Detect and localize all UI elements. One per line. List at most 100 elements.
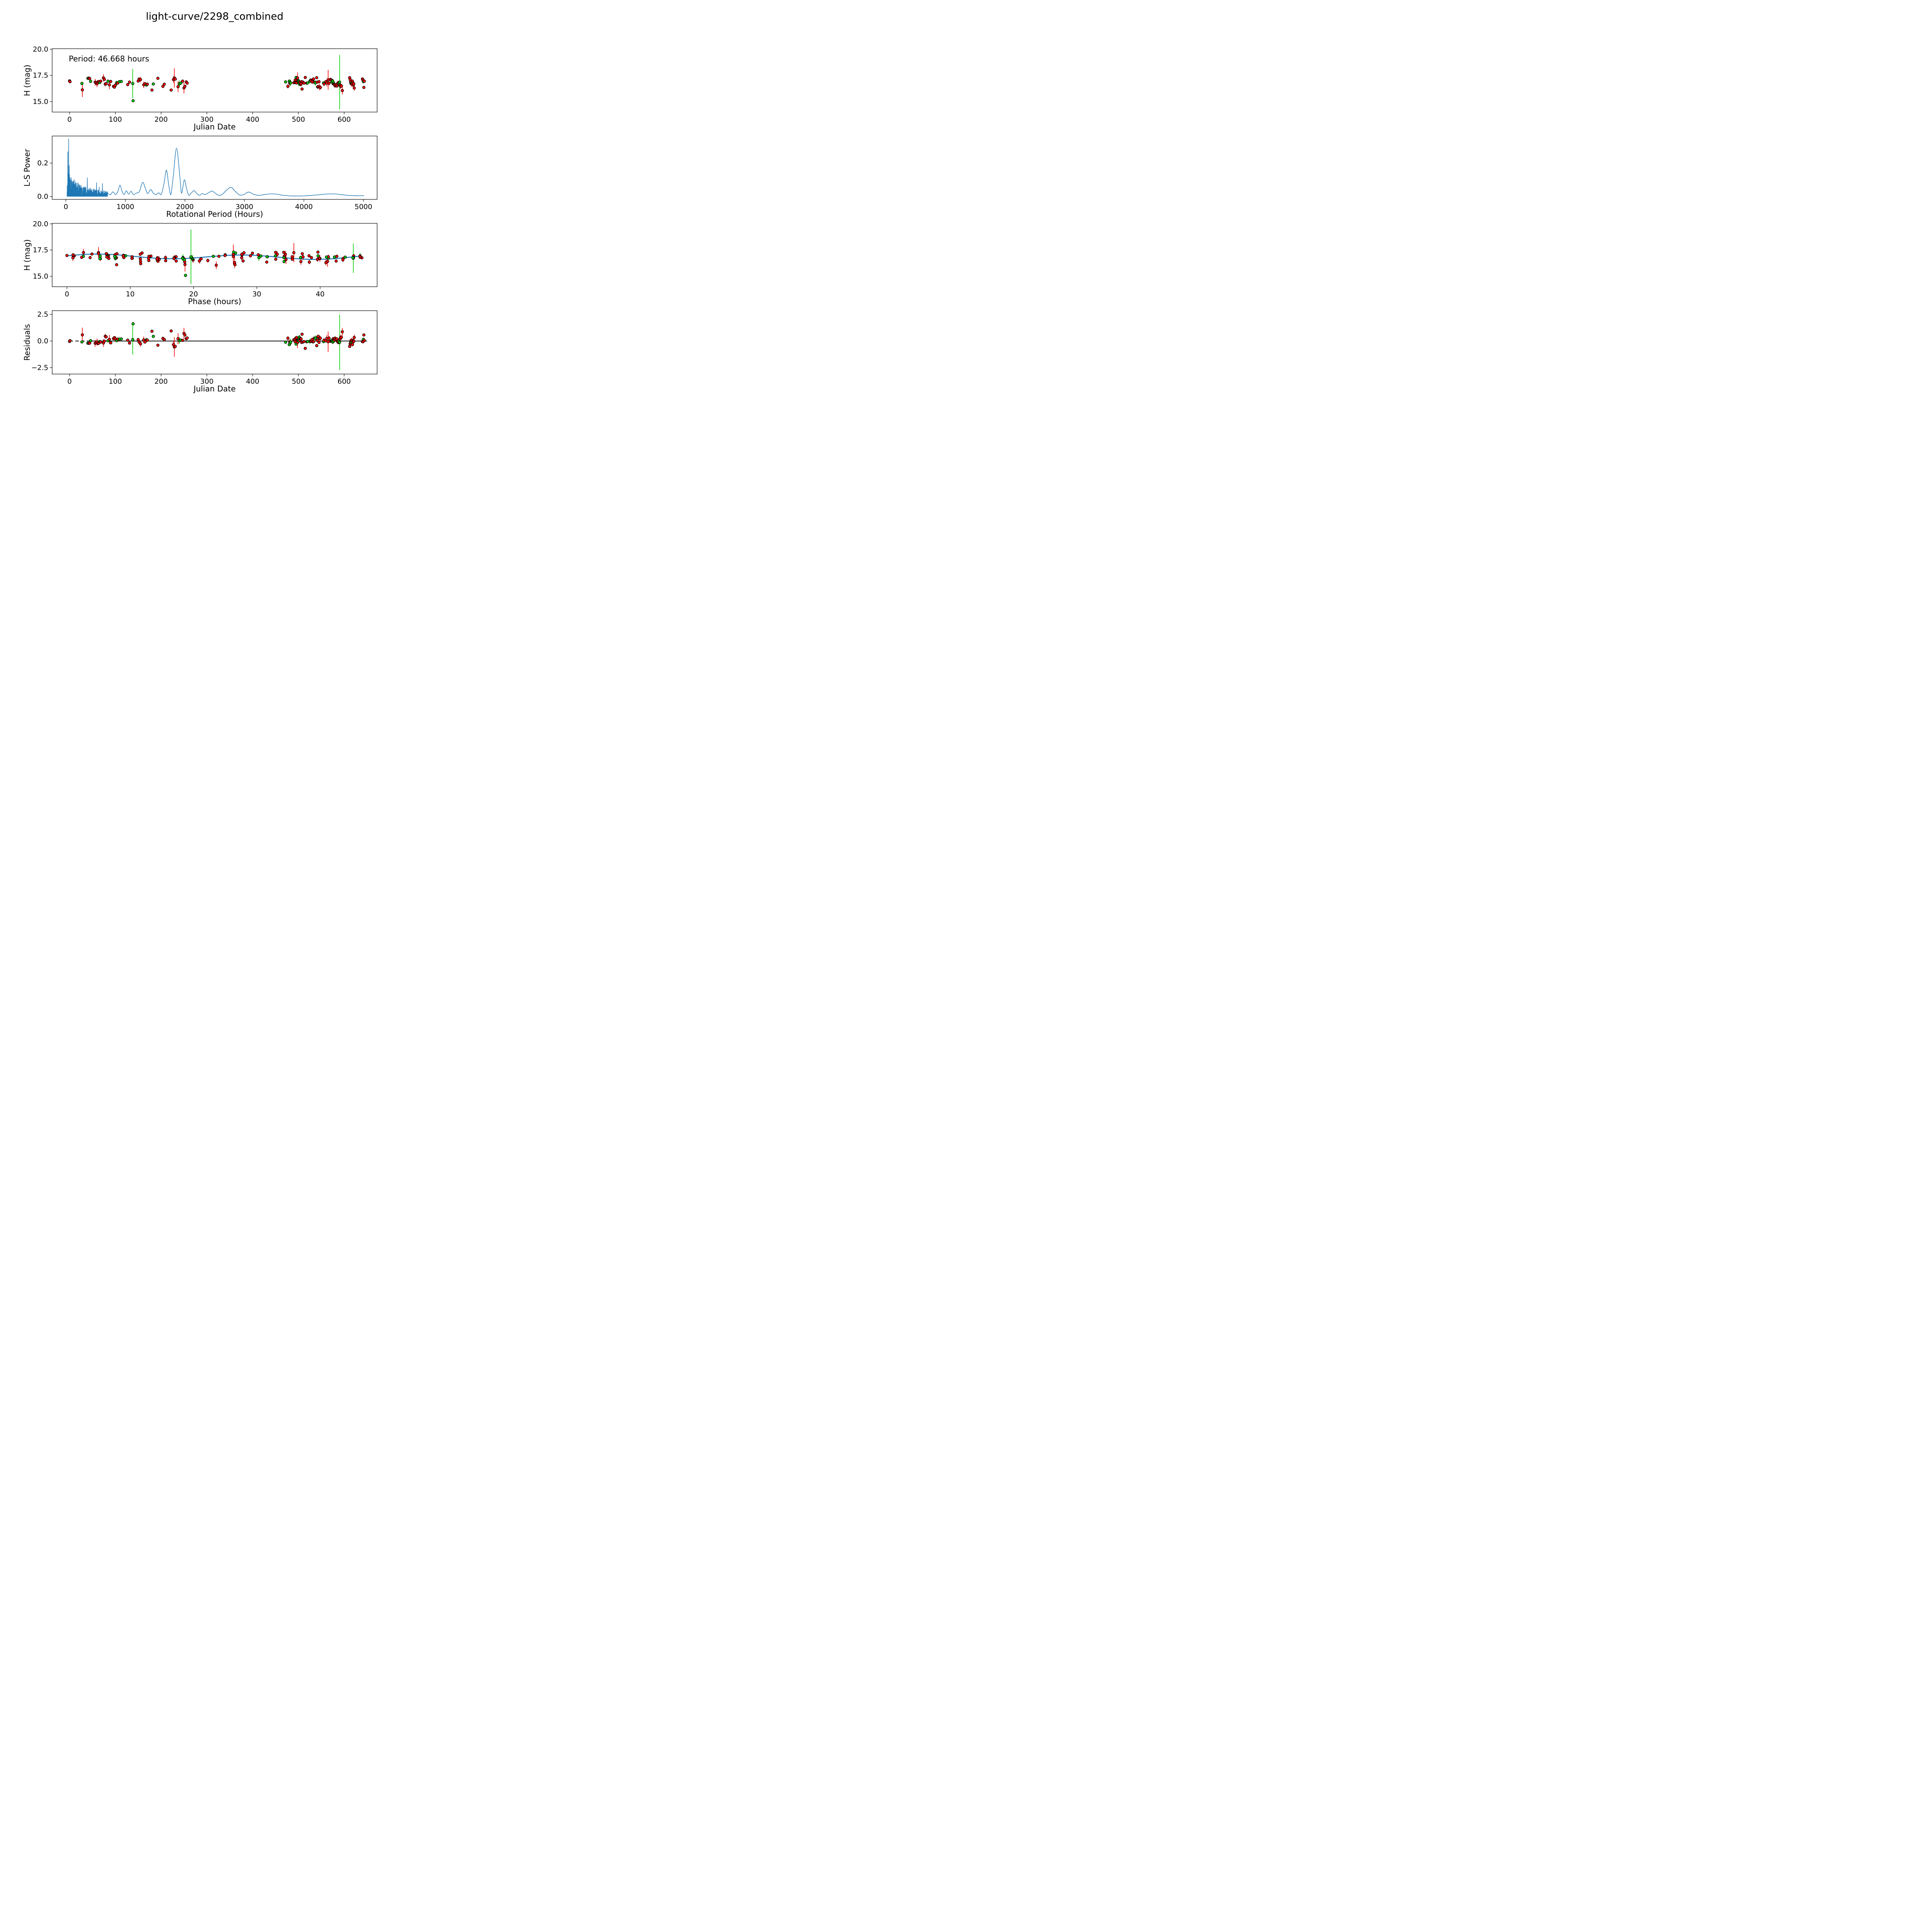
data-point (173, 77, 177, 81)
data-point (315, 76, 318, 80)
data-point (352, 82, 355, 85)
x-tick-label: 30 (252, 290, 261, 298)
data-point (71, 256, 75, 260)
data-point (131, 82, 134, 85)
data-point (233, 261, 236, 264)
data-point (161, 85, 165, 88)
data-point (240, 256, 243, 260)
data-point (362, 333, 366, 337)
data-point (217, 255, 221, 258)
data-point (156, 77, 160, 80)
data-point (291, 255, 294, 259)
data-point (185, 336, 189, 340)
axis-label-rotational-period: Rotational Period (Hours) (166, 209, 263, 219)
data-point (304, 347, 307, 350)
x-tick-label: 10 (126, 290, 135, 298)
data-point (139, 342, 142, 345)
data-point (82, 251, 85, 254)
data-point (212, 255, 215, 258)
data-point (340, 335, 343, 339)
x-tick-label: 2000 (176, 203, 194, 211)
data-point (315, 338, 319, 342)
data-point (146, 338, 149, 342)
x-tick-label: 0 (67, 378, 71, 386)
data-point (312, 77, 315, 81)
y-tick-label: 2.5 (37, 311, 48, 319)
axis-label-julian-date-bottom: Julian Date (194, 384, 236, 393)
data-point (90, 252, 94, 256)
data-point (282, 260, 286, 263)
axis-label-ls-power: L-S Power (22, 149, 32, 187)
data-point (175, 259, 178, 263)
data-point (352, 340, 355, 343)
data-point (319, 337, 322, 340)
data-point (341, 258, 345, 262)
data-point (131, 322, 135, 325)
data-point (316, 258, 319, 261)
data-point (105, 255, 109, 259)
data-point (327, 337, 331, 340)
data-point (119, 337, 123, 341)
data-point (121, 254, 125, 258)
data-point (286, 337, 290, 340)
data-point (68, 80, 72, 83)
data-point (322, 82, 326, 86)
data-point (338, 340, 341, 344)
data-point (274, 257, 277, 261)
data-point (340, 84, 343, 88)
data-point (80, 256, 83, 259)
data-point (164, 259, 167, 262)
data-point (98, 257, 102, 260)
data-point (300, 87, 304, 91)
data-point (316, 250, 320, 254)
x-tick-label: 600 (338, 116, 351, 124)
data-point (282, 256, 286, 259)
data-point (240, 252, 243, 256)
axis-label-h-mag-top: H (mag) (22, 65, 32, 96)
x-tick-label: 0 (65, 290, 69, 298)
data-point (306, 81, 309, 85)
lightcurve-plot: 0 100 200 300 400 500 600 15.0 17.5 20.0 (33, 45, 378, 124)
data-point (351, 343, 354, 346)
axis-label-h-mag-phased: H (mag) (22, 239, 32, 271)
data-point (299, 260, 303, 263)
data-point (214, 264, 218, 267)
data-point (292, 251, 296, 254)
data-point (109, 80, 112, 83)
x-tick-label: 500 (292, 116, 305, 124)
data-point (183, 85, 187, 88)
data-point (259, 254, 263, 258)
y-tick-label: 0.0 (37, 337, 48, 345)
data-point (325, 255, 328, 259)
data-point (139, 257, 142, 260)
data-point (289, 340, 293, 344)
data-point (265, 260, 269, 264)
data-point (65, 254, 69, 257)
data-point (151, 82, 155, 86)
y-tick-label: 0.2 (37, 159, 48, 167)
data-point (104, 82, 108, 85)
data-point (131, 99, 135, 102)
data-point (300, 332, 304, 336)
data-point (80, 340, 83, 344)
x-tick-label: 500 (292, 378, 305, 386)
panel-phased-lightcurve: 0 10 20 30 40 15.0 17.5 20.0 (33, 220, 378, 298)
data-point (299, 256, 302, 259)
data-point (199, 257, 203, 260)
data-point (169, 329, 173, 333)
y-tick-label: 15.0 (33, 98, 48, 106)
data-point (274, 254, 277, 258)
data-point (257, 253, 260, 257)
data-point (68, 339, 72, 342)
data-point (362, 339, 366, 342)
data-point (131, 338, 134, 341)
data-point (150, 88, 154, 92)
data-point (249, 254, 252, 258)
period-annotation: Period: 46.668 hours (69, 54, 150, 63)
data-point (223, 254, 227, 257)
data-point (302, 82, 306, 85)
data-point (81, 333, 84, 337)
data-point (317, 80, 321, 83)
data-point (282, 251, 286, 254)
data-point (284, 80, 287, 83)
